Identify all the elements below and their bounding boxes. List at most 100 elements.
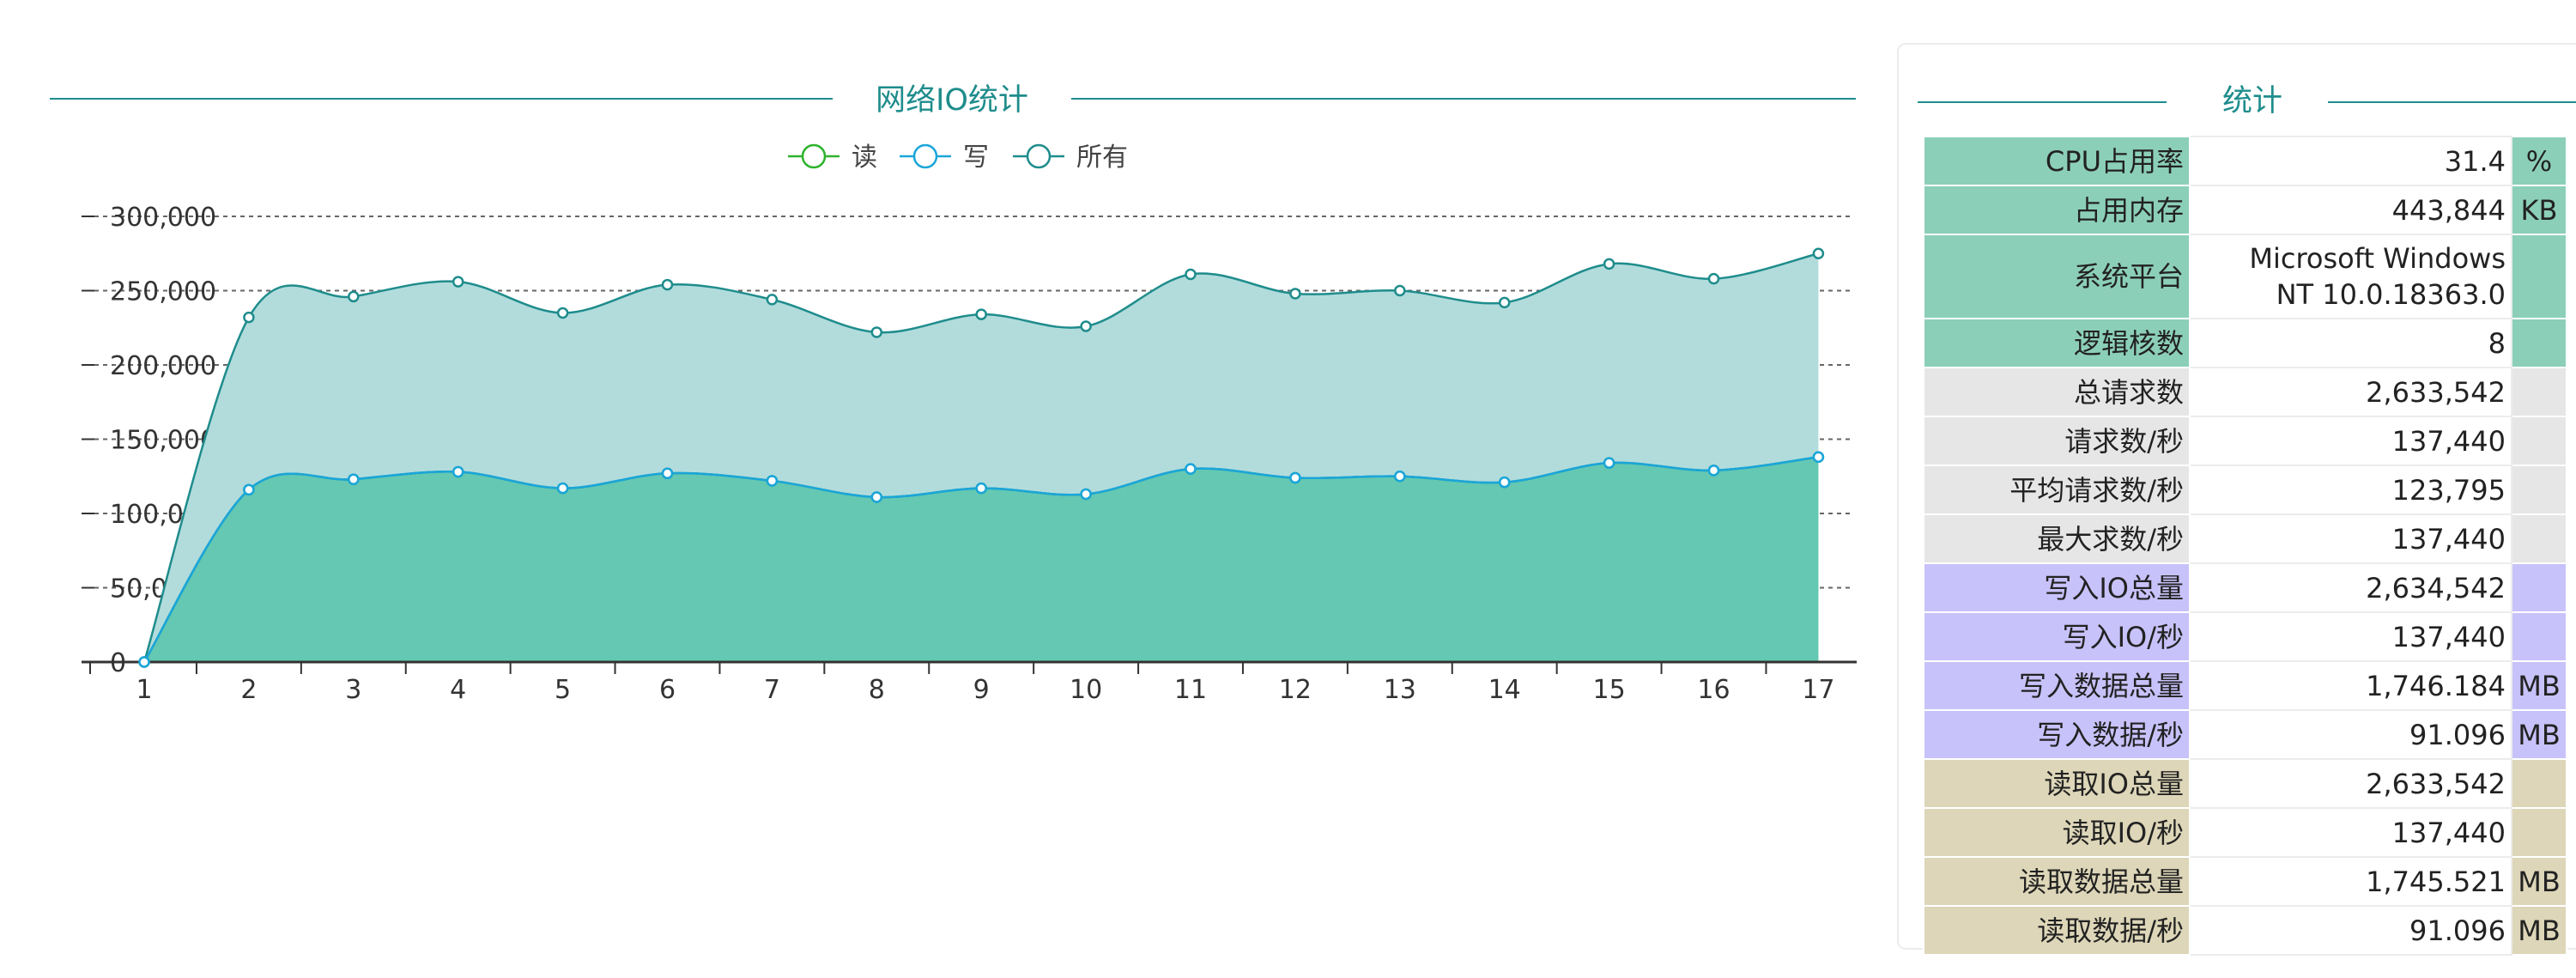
x-tick-label: 2 <box>240 675 257 705</box>
stats-label: 写入IO总量 <box>1923 562 2191 613</box>
stats-row: CPU占用率 31.4% <box>1923 136 2567 186</box>
stats-value: 1,745.521 <box>2189 856 2512 907</box>
stats-title-line-left <box>1918 101 2167 103</box>
legend-item[interactable]: 读 <box>788 143 877 173</box>
point-write <box>975 482 987 495</box>
x-tick-label: 10 <box>1070 675 1102 705</box>
stats-unit: MB <box>2511 660 2567 711</box>
area-read <box>144 457 1819 662</box>
stats-row: 读取数据总量 1,745.521 MB <box>1923 856 2567 907</box>
chart-areas <box>142 252 1819 663</box>
stats-label: 写入数据总量 <box>1923 660 2191 711</box>
stats-unit <box>2511 562 2567 613</box>
point-write <box>348 473 360 485</box>
x-tick-label: 14 <box>1488 675 1521 705</box>
point-write <box>1812 451 1825 464</box>
legend-circle-icon <box>912 143 938 169</box>
point-write <box>1394 471 1406 483</box>
point-write <box>243 483 255 496</box>
stats-row: 读取IO/秒 137,440 <box>1923 807 2567 858</box>
point-all <box>243 311 255 324</box>
stats-table: CPU占用率 31.4% 占用内存 443,844 KB 系统平台 Microsoft Wi… <box>1923 136 2567 956</box>
x-tick-label: 12 <box>1279 675 1312 705</box>
stats-title-line-right <box>2328 101 2576 103</box>
x-tick-label: 3 <box>345 675 361 705</box>
stats-row: 最大求数/秒 137,440 <box>1923 513 2567 564</box>
stats-value: 123,795 <box>2189 465 2512 515</box>
x-tick-label: 4 <box>450 675 466 705</box>
stats-label: 读取IO/秒 <box>1923 807 2191 858</box>
legend-item[interactable]: 写 <box>900 143 989 173</box>
stats-value: 137,440 <box>2189 513 2512 564</box>
x-tick-label: 5 <box>555 675 571 705</box>
chart-title: 网络IO统计 <box>876 83 1028 118</box>
stats-row: 写入数据总量 1,746.184 MB <box>1923 660 2567 711</box>
series-line-write <box>142 456 1819 663</box>
point-all <box>1080 320 1092 332</box>
legend-circle-icon <box>801 143 827 169</box>
stats-row: 逻辑核数 8 <box>1923 318 2567 368</box>
stats-value: Microsoft Windows NT 10.0.18363.0 <box>2189 234 2512 319</box>
point-all <box>1185 268 1197 281</box>
point-all <box>452 276 464 288</box>
point-write <box>870 491 883 503</box>
y-tick-label: 300,000 <box>110 203 216 233</box>
stats-row: 读取数据/秒 91.096 MB <box>1923 905 2567 956</box>
chart-header: 网络IO统计 <box>50 83 1856 118</box>
x-tick-label: 15 <box>1593 675 1626 705</box>
stats-unit <box>2511 758 2567 809</box>
point-all <box>348 290 360 303</box>
stats-label: 请求数/秒 <box>1923 416 2191 466</box>
legend-label: 读 <box>852 143 877 173</box>
point-write <box>766 475 779 487</box>
chart-points <box>138 247 1825 668</box>
stats-row: 系统平台 Microsoft Windows NT 10.0.18363.0 <box>1923 234 2567 319</box>
stats-label: 平均请求数/秒 <box>1923 465 2191 515</box>
stats-unit: MB <box>2511 856 2567 907</box>
point-write <box>138 656 150 668</box>
x-tick-label: 8 <box>869 675 885 705</box>
stats-label: 逻辑核数 <box>1923 318 2191 368</box>
x-tick-label: 17 <box>1802 675 1834 705</box>
stats-value: 91.096 <box>2189 709 2512 760</box>
stats-unit <box>2511 234 2567 319</box>
x-tick-label: 13 <box>1384 675 1416 705</box>
stats-unit: MB <box>2511 709 2567 760</box>
y-tick-label: 200,000 <box>110 351 216 381</box>
stats-value: 137,440 <box>2189 416 2512 466</box>
point-all <box>870 326 883 338</box>
stats-label: CPU占用率 <box>1923 136 2191 186</box>
point-write <box>556 482 569 495</box>
y-tick-label: 150,000 <box>110 426 216 456</box>
point-all <box>661 278 674 291</box>
legend-circle-icon <box>1026 143 1052 169</box>
point-write <box>1498 476 1511 489</box>
stats-unit <box>2511 513 2567 564</box>
x-tick-label: 7 <box>764 675 780 705</box>
stats-value: 2,633,542 <box>2189 758 2512 809</box>
stats-label: 总请求数 <box>1923 367 2191 417</box>
point-all <box>1707 272 1720 285</box>
point-write <box>1080 488 1092 501</box>
stats-unit <box>2511 416 2567 466</box>
stats-unit: MB <box>2511 905 2567 956</box>
point-all <box>556 307 569 319</box>
stats-title: 统计 <box>2221 84 2282 118</box>
stats-row: 占用内存 443,844 KB <box>1923 185 2567 235</box>
x-tick-label: 1 <box>136 675 152 705</box>
point-all <box>766 294 779 306</box>
stats-label: 读取数据/秒 <box>1923 905 2191 956</box>
point-write <box>1289 471 1301 484</box>
stats-value: 91.096 <box>2189 905 2512 956</box>
stats-unit <box>2511 807 2567 858</box>
x-tick-label: 6 <box>659 675 676 705</box>
stats-row: 总请求数 2,633,542 <box>1923 367 2567 417</box>
point-all <box>1394 284 1406 297</box>
point-write <box>1707 465 1720 477</box>
legend-item[interactable]: 所有 <box>1013 143 1128 173</box>
point-all <box>1603 258 1615 270</box>
stats-value: 2,634,542 <box>2189 562 2512 613</box>
stats-unit <box>2511 611 2567 662</box>
stats-label: 最大求数/秒 <box>1923 513 2191 564</box>
